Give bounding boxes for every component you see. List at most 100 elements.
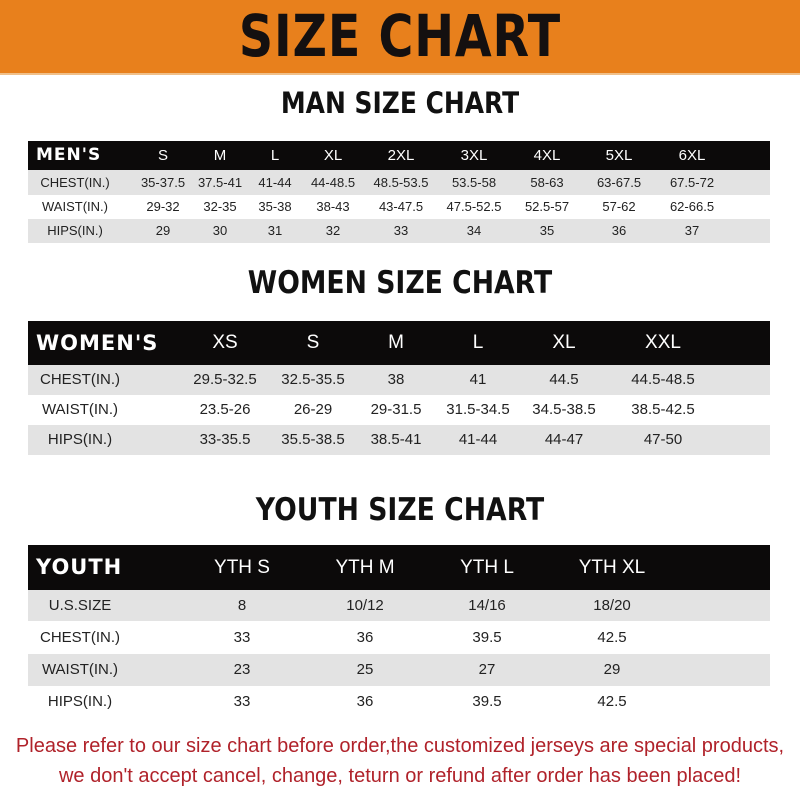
size-value: 39.5	[472, 693, 502, 710]
size-value: 38.5-41	[370, 431, 422, 448]
size-value: 39.5	[472, 629, 502, 646]
women-table-row: WAIST(IN.) 23.5-26 26-29 29-31.5 31.5-34.5 34…	[28, 395, 770, 425]
women-header-label: WOMEN'S	[36, 331, 159, 355]
size-value: 31.5-34.5	[446, 401, 510, 418]
youth-table-row: U.S.SIZE 8 10/12 14/16 18/20	[28, 590, 770, 621]
size-value: 42.5	[597, 693, 627, 710]
size-value: 25	[356, 661, 374, 678]
size-value: 35	[539, 223, 555, 238]
size-column-header: XL	[323, 147, 343, 164]
measurement-label: WAIST(IN.)	[41, 401, 119, 418]
size-value: 58-63	[530, 175, 564, 190]
size-column-header: M	[213, 147, 227, 164]
size-value: 44-47	[544, 431, 584, 448]
size-value: 35-38	[258, 199, 292, 214]
size-value: 33	[233, 693, 251, 710]
size-column-header: YTH L	[460, 557, 514, 578]
measurement-label: CHEST(IN.)	[40, 371, 120, 388]
title-banner: SIZE CHART	[0, 0, 800, 75]
women-header-row: WOMEN'S XS S M L XL XXL	[28, 321, 770, 365]
size-column-header: YTH M	[335, 557, 395, 578]
size-column-header: M	[388, 332, 404, 353]
size-column-header: S	[306, 332, 320, 353]
size-value: 33	[393, 223, 409, 238]
measurement-label: CHEST(IN.)	[40, 629, 120, 646]
measurement-label: WAIST(IN.)	[42, 199, 108, 214]
measurement-label: WAIST(IN.)	[41, 661, 119, 678]
size-value: 35.5-38.5	[281, 431, 345, 448]
size-value: 33-35.5	[199, 431, 251, 448]
youth-table-row: HIPS(IN.) 33 36 39.5 42.5	[28, 686, 770, 718]
size-value: 23	[233, 661, 251, 678]
size-value: 44.5-48.5	[631, 371, 695, 388]
size-value: 47-50	[643, 431, 683, 448]
size-value: 32.5-35.5	[281, 371, 345, 388]
measurement-label: CHEST(IN.)	[40, 175, 110, 190]
women-heading: WOMEN SIZE CHART	[247, 265, 553, 301]
youth-heading: YOUTH SIZE CHART	[255, 492, 545, 528]
size-column-header: L	[270, 147, 280, 164]
size-column-header: 2XL	[387, 147, 415, 164]
size-value: 41	[469, 371, 487, 388]
size-value: 33	[233, 629, 251, 646]
size-value: 18/20	[593, 597, 631, 614]
size-column-header: XL	[552, 332, 576, 353]
size-value: 27	[478, 661, 496, 678]
men-header-label: MEN'S	[36, 145, 102, 165]
size-value: 8	[237, 597, 247, 614]
size-value: 37.5-41	[197, 175, 243, 190]
size-value: 34	[466, 223, 482, 238]
size-column-header: 6XL	[678, 147, 706, 164]
size-column-header: XS	[212, 332, 238, 353]
size-column-header: 4XL	[533, 147, 561, 164]
notice-line-1: Please refer to our size chart before or…	[15, 735, 785, 757]
size-value: 14/16	[468, 597, 506, 614]
size-value: 57-62	[602, 199, 636, 214]
size-column-header: YTH S	[214, 557, 270, 578]
women-table-row: CHEST(IN.) 29.5-32.5 32.5-35.5 38 41 44.5 44.5…	[28, 365, 770, 395]
size-value: 36	[356, 629, 374, 646]
notice-line-2: we don't accept cancel, change, teturn o…	[58, 765, 742, 787]
size-value: 36	[356, 693, 374, 710]
size-column-header: S	[157, 147, 169, 164]
size-value: 48.5-53.5	[373, 175, 429, 190]
size-column-header: 3XL	[460, 147, 488, 164]
measurement-label: HIPS(IN.)	[47, 431, 113, 448]
size-value: 29-32	[146, 199, 180, 214]
size-value: 44-48.5	[310, 175, 356, 190]
size-value: 29-31.5	[370, 401, 422, 418]
size-column-header: L	[472, 332, 484, 353]
size-value: 26-29	[293, 401, 333, 418]
size-value: 41-44	[458, 431, 498, 448]
men-table-row: WAIST(IN.) 29-32 32-35 35-38 38-43 43-47.5 47.…	[28, 195, 770, 219]
size-value: 38.5-42.5	[631, 401, 695, 418]
size-value: 41-44	[258, 175, 292, 190]
size-value: 29	[155, 223, 171, 238]
size-column-header: YTH XL	[578, 557, 646, 578]
size-value: 23.5-26	[199, 401, 251, 418]
size-value: 32	[325, 223, 341, 238]
size-value: 38	[387, 371, 405, 388]
size-value: 38-43	[316, 199, 350, 214]
size-value: 36	[611, 223, 627, 238]
men-size-table: MEN'S S M L XL 2XL 3XL 4XL 5XL 6XL CHEST(IN.) 35-37…	[28, 141, 770, 243]
size-value: 32-35	[203, 199, 237, 214]
size-value: 67.5-72	[669, 175, 715, 190]
size-value: 63-67.5	[596, 175, 642, 190]
size-value: 47.5-52.5	[446, 199, 502, 214]
measurement-label: U.S.SIZE	[48, 597, 112, 614]
youth-header-label: YOUTH	[36, 555, 123, 579]
size-value: 62-66.5	[669, 199, 715, 214]
size-value: 29	[603, 661, 621, 678]
men-heading: MAN SIZE CHART	[280, 86, 520, 120]
women-size-table: WOMEN'S XS S M L XL XXL CHEST(IN.) 29.5-32.5 32.5…	[28, 321, 770, 455]
size-column-header: 5XL	[605, 147, 633, 164]
size-value: 30	[212, 223, 228, 238]
size-value: 53.5-58	[451, 175, 497, 190]
youth-header-row: YOUTH YTH S YTH M YTH L YTH XL	[28, 545, 770, 590]
measurement-label: HIPS(IN.)	[47, 693, 113, 710]
size-value: 31	[267, 223, 283, 238]
size-value: 52.5-57	[524, 199, 570, 214]
size-value: 35-37.5	[140, 175, 186, 190]
size-value: 43-47.5	[378, 199, 424, 214]
